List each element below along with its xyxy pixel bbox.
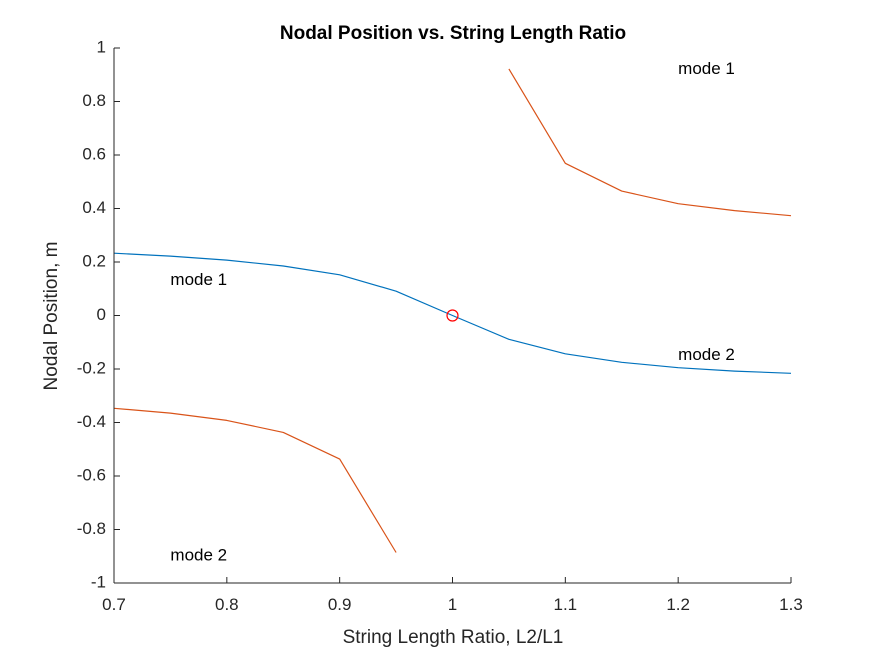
x-tick-label: 1.2 [666, 595, 690, 614]
series-line-2 [113, 407, 397, 553]
plot-annotations: mode 1 mode 1 mode 2 mode 2 [170, 59, 734, 565]
series-line-1 [113, 252, 792, 374]
y-tick-label: 0.2 [82, 251, 106, 270]
y-tick-label: 0.6 [82, 144, 106, 163]
crossing-point-marker [446, 309, 459, 322]
y-tick-label: -1 [91, 572, 106, 591]
x-axis-label: String Length Ratio, L2/L1 [343, 627, 564, 648]
y-tick-label: 0.4 [82, 198, 106, 217]
x-tick-label: 1.3 [779, 595, 803, 614]
mode-annotation: mode 2 [170, 546, 227, 565]
x-tick-label: 0.7 [102, 595, 126, 614]
y-tick-label: 1 [97, 37, 106, 56]
x-tick-label: 1 [448, 595, 457, 614]
y-tick-label: 0.8 [82, 91, 106, 110]
mode-annotation: mode 2 [678, 345, 735, 364]
y-tick-label: 0 [97, 305, 106, 324]
mode-annotation: mode 1 [170, 270, 227, 289]
axes: 0.7 0.8 0.9 1 1.1 1.2 1.3 -1 -0.8 -0.6 -0.4 -0.2 0 0.… [77, 37, 803, 614]
plot-lines [113, 68, 792, 553]
x-tick-label: 0.9 [328, 595, 352, 614]
y-tick-label: -0.4 [77, 412, 106, 431]
x-tick-label: 1.1 [554, 595, 578, 614]
chart-title: Nodal Position vs. String Length Ratio [280, 23, 626, 44]
y-axis-label: Nodal Position, m [41, 242, 62, 391]
y-tick-label: -0.6 [77, 465, 106, 484]
plot-markers [446, 309, 459, 322]
x-tick-label: 0.8 [215, 595, 239, 614]
y-tick-label: -0.2 [77, 358, 106, 377]
y-tick-label: -0.8 [77, 519, 106, 538]
mode-annotation: mode 1 [678, 59, 735, 78]
series-line-3 [508, 68, 792, 217]
